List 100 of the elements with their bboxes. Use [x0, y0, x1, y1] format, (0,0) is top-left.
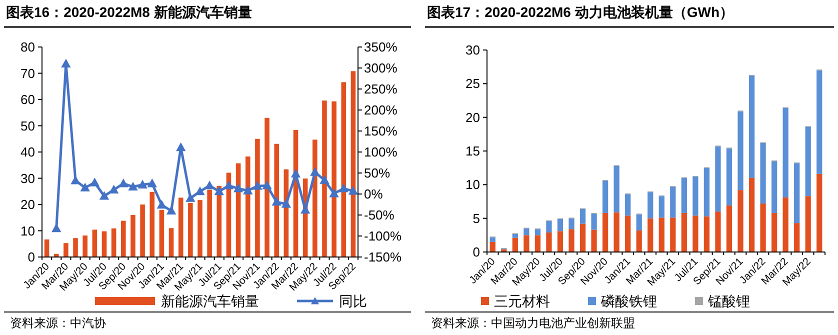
chart-title: 图表17：2020-2022M6 动力电池装机量（GWh） [427, 4, 734, 20]
y-tick-label: 10 [20, 223, 35, 238]
bar [692, 216, 698, 252]
y2-tick-label: -150% [364, 250, 402, 264]
point [291, 169, 300, 178]
text: 资料来源：中国动力电池产业创新联盟 [431, 316, 635, 330]
bar [64, 243, 68, 257]
y-tick-label: 40 [20, 144, 35, 160]
bar [771, 212, 778, 252]
bar [245, 156, 250, 257]
point [205, 181, 214, 190]
bar [568, 218, 574, 230]
y-tick-label: 0 [472, 244, 480, 260]
point [320, 176, 329, 184]
point [234, 184, 243, 192]
bar [130, 215, 136, 257]
y-tick-label: 30 [20, 170, 35, 186]
point [214, 186, 224, 196]
bar [524, 235, 530, 252]
y2-tick-label: 100% [364, 144, 398, 160]
bar [748, 76, 755, 178]
bar [207, 190, 212, 257]
y2-tick-label: 0% [364, 186, 384, 202]
point [166, 206, 176, 214]
point [128, 182, 138, 191]
bar [264, 118, 270, 257]
point [272, 197, 282, 206]
bar [121, 220, 126, 257]
legend-label: 同比 [339, 293, 367, 309]
bar [625, 194, 631, 216]
bar [625, 216, 631, 252]
legend-label: 磷酸铁锂 [600, 293, 657, 309]
bar [726, 148, 732, 206]
point [80, 183, 90, 192]
bar [658, 218, 664, 252]
bar [648, 192, 654, 218]
bar [341, 82, 346, 257]
legend-label: 锰酸锂 [707, 293, 750, 309]
bar [322, 100, 327, 257]
point [262, 181, 272, 190]
point [196, 186, 204, 196]
y2-tick-label: 350% [364, 40, 398, 54]
bar [771, 161, 778, 213]
bar [546, 232, 552, 252]
bar [591, 214, 597, 230]
bar [602, 212, 608, 252]
y-tick-label: 5 [472, 210, 480, 226]
point [176, 142, 186, 152]
bar [602, 180, 608, 213]
y2-tick-label: 150% [364, 124, 398, 138]
bar [168, 228, 174, 257]
point [100, 192, 109, 200]
y-tick-label: 30 [466, 42, 480, 58]
bar [648, 218, 654, 252]
bar [658, 196, 664, 218]
legend-label: 三元材料 [494, 293, 550, 309]
y2-tick-label: 200% [364, 102, 398, 118]
bar [636, 214, 642, 230]
bar [681, 178, 687, 213]
bar [350, 71, 356, 257]
bar [715, 212, 721, 252]
bar [704, 216, 710, 252]
bar [614, 212, 620, 252]
point [138, 180, 148, 188]
bar [546, 221, 552, 232]
bar [704, 168, 710, 216]
bar [44, 239, 50, 257]
bar [748, 178, 755, 252]
y-tick-label: 80 [20, 40, 35, 54]
y-tick-label: 50 [20, 118, 35, 134]
bar [591, 230, 597, 252]
bar [805, 126, 811, 196]
bar [534, 229, 541, 236]
point [224, 181, 234, 190]
y-tick-label: 20 [466, 110, 480, 125]
bar [760, 204, 766, 252]
bar [188, 202, 193, 257]
bar [816, 70, 822, 174]
y2-tick-label: 300% [364, 60, 398, 76]
y-tick-label: 20 [20, 197, 35, 212]
y2-tick-label: -100% [364, 228, 402, 244]
bar [178, 198, 184, 257]
bar [159, 210, 164, 257]
y-tick-label: 15 [466, 144, 480, 158]
y-tick-label: 0 [28, 250, 35, 264]
bar [816, 174, 822, 252]
point [330, 189, 339, 198]
bar [782, 108, 788, 198]
y-tick-label: 70 [20, 66, 35, 81]
bar [614, 166, 620, 212]
point [118, 179, 128, 188]
y-tick-label: 10 [466, 177, 480, 192]
bar [738, 111, 744, 190]
bar [738, 190, 744, 252]
bar [312, 140, 318, 257]
bar [794, 223, 800, 252]
point [148, 179, 157, 188]
bar [102, 231, 107, 257]
chart-title: 图表16：2020-2022M8 新能源汽车销量 [6, 4, 252, 20]
bar [782, 197, 788, 252]
